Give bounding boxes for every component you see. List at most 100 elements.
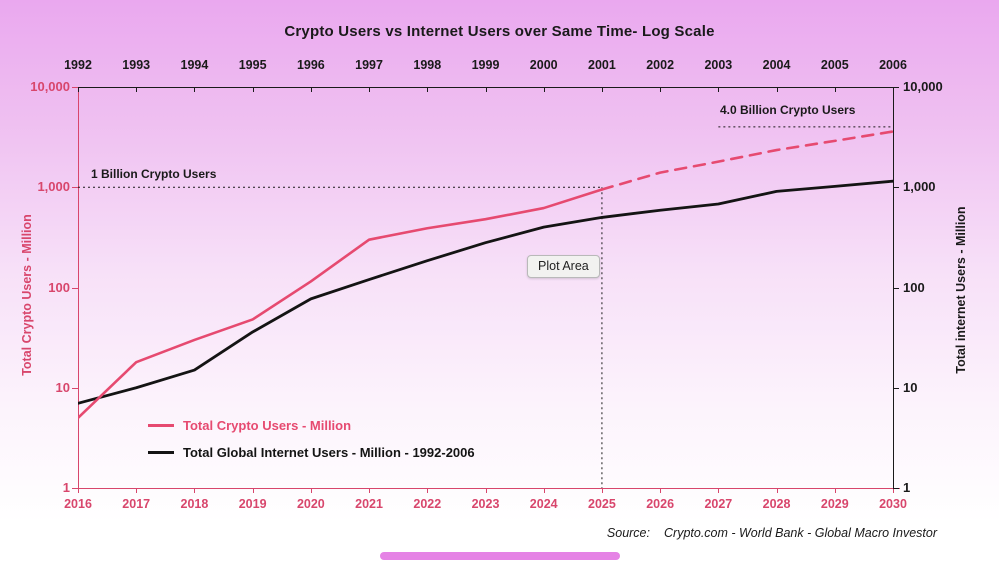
top-axis-year-label: 2003 [704,58,733,72]
internet-line-swatch [148,451,174,454]
bottom-axis-year-label: 2022 [413,497,442,511]
bottom-axis-tick [427,488,429,493]
top-axis-tick [194,87,196,92]
top-axis-tick [136,87,138,92]
top-axis-tick [310,87,312,92]
top-axis-year-label: 1992 [64,58,92,72]
top-axis-year-label: 1998 [413,58,442,72]
bottom-axis-tick [485,488,487,493]
bottom-axis-year-label: 2021 [355,497,383,511]
legend-label: Total Crypto Users - Million [183,418,352,433]
legend: Total Crypto Users - Million Total Globa… [148,412,475,466]
right-y-tick-label: 10,000 [903,79,943,94]
top-axis-year-label: 1994 [180,58,209,72]
right-y-tick-label: 1,000 [903,179,936,195]
bottom-axis-year-label: 2028 [762,497,791,511]
top-axis-year-label: 2002 [646,58,675,72]
top-axis-year-label: 2004 [762,58,791,72]
top-axis-year-label: 1996 [296,58,325,72]
right-y-tick [893,387,899,389]
plot-area-tooltip: Plot Area [527,255,600,278]
top-axis-tick [660,87,662,92]
plot-area [78,126,893,488]
bottom-axis-year-label: 2026 [646,497,675,511]
top-axis-year-label: 2005 [820,58,849,72]
right-y-tick [893,187,899,189]
bottom-axis-tick [660,488,662,493]
right-y-tick-label: 1 [903,480,911,495]
bottom-axis-year-label: 2019 [238,497,267,511]
left-y-tick [72,287,78,289]
bottom-axis-tick [543,488,545,493]
left-y-tick-label: 10,000 [30,79,70,94]
left-y-tick-label: 10 [55,379,70,395]
bottom-axis-tick [601,488,603,493]
right-y-tick [893,87,899,88]
one-billion-annotation: 1 Billion Crypto Users [91,167,217,181]
right-y-tick [893,287,899,289]
bottom-axis-tick [310,488,312,493]
left-y-tick-label: 100 [48,279,70,295]
top-axis-year-label: 2001 [588,58,616,72]
bottom-axis-year-label: 2020 [296,497,325,511]
right-y-tick-label: 100 [903,279,925,295]
top-axis-tick [776,87,778,92]
bottom-axis-year-label: 2025 [588,497,616,511]
bottom-axis-tick [369,488,371,493]
top-axis-tick [485,87,487,92]
legend-item-internet: Total Global Internet Users - Million - … [148,439,475,466]
left-axis-title: Total Crypto Users - Million [20,214,34,376]
left-y-tick-label: 1 [62,480,70,495]
source-line: Source: Crypto.com - World Bank - Global … [607,526,937,540]
right-y-tick-label: 10 [903,379,918,395]
chart-title: Crypto Users vs Internet Users over Same… [284,23,715,40]
top-axis-tick [252,87,254,92]
top-axis-tick [369,87,371,92]
bottom-axis-year-label: 2030 [879,497,907,511]
bottom-axis-tick [78,488,79,493]
bottom-axis-tick [834,488,836,493]
bottom-axis-tick [136,488,138,493]
bottom-axis-year-label: 2016 [64,497,92,511]
right-axis-title: Total internet Users - Million [954,206,968,374]
top-axis-year-label: 2000 [529,58,558,72]
bottom-axis-year-label: 2027 [704,497,733,511]
legend-label: Total Global Internet Users - Million - … [183,445,475,460]
left-y-axis-line [78,87,79,488]
top-axis-tick [78,87,79,92]
series-line-crypto [78,188,604,420]
bottom-axis-tick [893,488,894,493]
top-axis-year-label: 1993 [122,58,151,72]
left-y-tick [72,87,78,88]
legend-item-crypto: Total Crypto Users - Million [148,412,475,439]
bottom-axis-tick [718,488,720,493]
bottom-axis-year-label: 2024 [529,497,558,511]
series-line-internet [78,179,893,405]
bottom-axis-year-label: 2029 [820,497,849,511]
bottom-axis-tick [194,488,196,493]
top-axis-year-label: 1995 [238,58,267,72]
source-label: Source: [606,526,650,540]
left-y-tick [72,488,78,489]
top-axis-year-label: 1997 [355,58,383,72]
source-text: Crypto.com - World Bank - Global Macro I… [664,526,937,540]
top-axis-tick [601,87,603,92]
four-billion-annotation: 4.0 Billion Crypto Users [720,103,856,117]
left-y-tick [72,187,78,189]
left-y-tick-label: 1,000 [37,179,70,195]
top-axis-tick [834,87,836,92]
crypto-line-swatch [148,424,174,427]
left-y-tick [72,387,78,389]
bottom-axis-year-label: 2023 [471,497,500,511]
top-axis-tick [718,87,720,92]
series-line-crypto-projection [600,130,893,191]
top-axis-year-label: 2006 [879,58,907,72]
top-axis-year-label: 1999 [471,58,500,72]
top-axis-tick [427,87,429,92]
bottom-axis-year-label: 2018 [180,497,209,511]
bottom-accent-bar [380,552,620,560]
right-y-tick [893,488,899,489]
bottom-x-axis-line [78,488,900,489]
bottom-axis-tick [252,488,254,493]
